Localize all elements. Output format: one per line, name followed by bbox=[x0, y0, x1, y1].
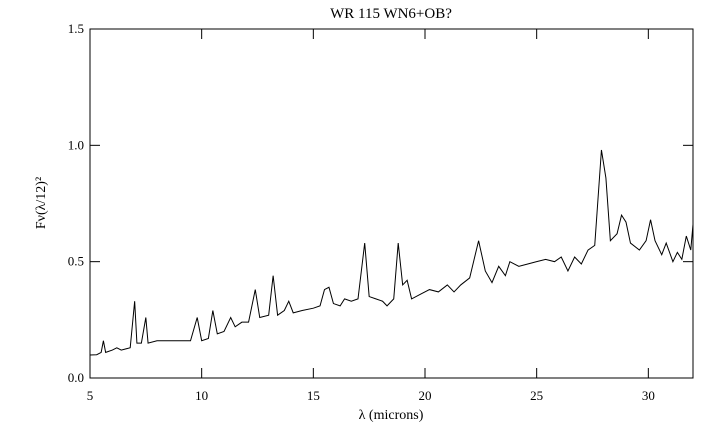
x-axis-label: λ (microns) bbox=[359, 408, 424, 423]
y-tick-label: 0.5 bbox=[68, 254, 84, 269]
y-tick-label: 0.0 bbox=[68, 370, 84, 385]
plot-frame bbox=[89, 28, 694, 379]
x-tick-label: 25 bbox=[530, 388, 543, 403]
x-tick-label: 10 bbox=[195, 388, 208, 403]
x-tick-label: 20 bbox=[419, 388, 432, 403]
y-tick-label: 1.0 bbox=[68, 137, 84, 152]
y-axis-label: Fν(λ/12)² bbox=[34, 177, 49, 229]
y-tick-label: 1.5 bbox=[68, 21, 84, 36]
x-tick-label: 15 bbox=[307, 388, 320, 403]
chart-title: WR 115 WN6+OB? bbox=[330, 6, 452, 22]
x-tick-label: 5 bbox=[87, 388, 94, 403]
spectrum-line bbox=[89, 149, 694, 356]
x-tick-label: 30 bbox=[642, 388, 655, 403]
